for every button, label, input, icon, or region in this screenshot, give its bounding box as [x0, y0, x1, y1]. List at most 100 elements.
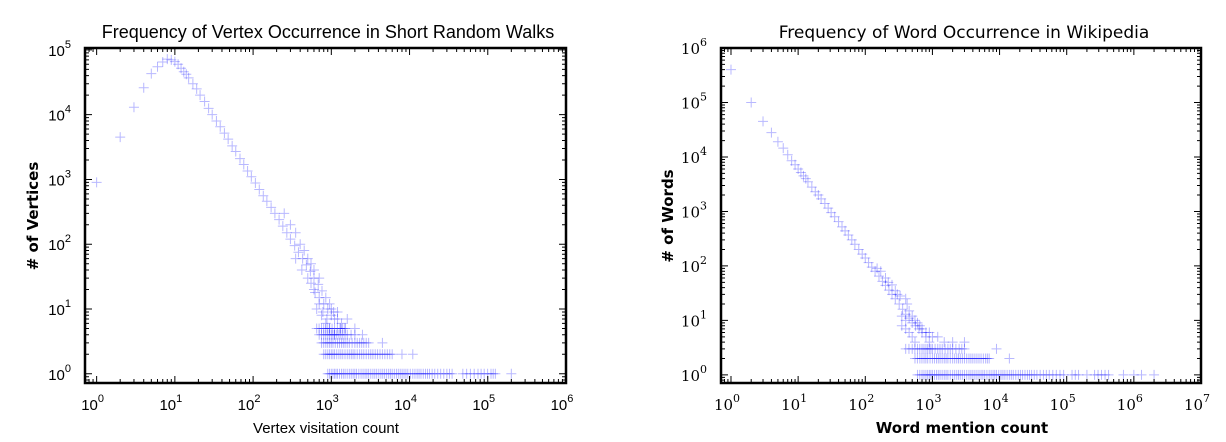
data-point	[326, 349, 337, 360]
data-point	[393, 368, 404, 379]
data-point	[922, 369, 933, 380]
data-point	[920, 343, 931, 354]
data-point	[973, 369, 984, 380]
data-point	[397, 368, 408, 379]
data-point	[973, 353, 984, 364]
data-point	[1044, 369, 1055, 380]
data-point	[836, 221, 847, 232]
data-point	[900, 343, 911, 354]
data-point	[387, 349, 398, 360]
data-point	[242, 166, 253, 177]
data-point	[295, 239, 306, 250]
data-point	[967, 369, 978, 380]
data-point	[912, 317, 923, 328]
data-point	[931, 369, 942, 380]
data-point	[941, 369, 952, 380]
data-point	[299, 245, 310, 256]
data-point	[935, 369, 946, 380]
data-point	[162, 54, 173, 65]
data-point	[346, 349, 357, 360]
data-point	[949, 369, 960, 380]
data-point	[279, 208, 290, 219]
data-point	[924, 369, 935, 380]
data-point	[989, 369, 1000, 380]
data-point	[254, 184, 265, 195]
x-axis-label: Word mention count	[876, 419, 1048, 437]
data-point	[999, 369, 1010, 380]
data-point	[302, 273, 313, 284]
data-point	[335, 323, 346, 334]
data-point	[360, 368, 371, 379]
data-point	[336, 337, 347, 348]
data-point	[961, 353, 972, 364]
data-point	[917, 327, 928, 338]
data-point	[937, 343, 948, 354]
data-point	[418, 368, 429, 379]
plot-area: 100 101 102 103 104 105 106 107 100 101 102 103 104 1…	[681, 36, 1210, 414]
data-point	[338, 368, 349, 379]
data-point	[329, 349, 340, 360]
data-point	[407, 368, 418, 379]
data-point	[349, 329, 360, 340]
data-point	[329, 314, 340, 325]
data-point	[313, 279, 324, 290]
y-tick-label: 102	[48, 233, 71, 254]
x-tick-label: 104	[983, 392, 1009, 414]
data-point	[890, 285, 901, 296]
data-point	[314, 273, 325, 284]
data-point	[823, 203, 834, 214]
data-point	[396, 349, 407, 360]
data-point	[335, 349, 346, 360]
data-point	[146, 68, 157, 79]
y-tick-label: 100	[681, 363, 707, 385]
data-point	[919, 353, 930, 364]
data-point	[991, 369, 1002, 380]
data-point	[917, 343, 928, 354]
data-point	[346, 368, 357, 379]
data-point	[293, 247, 304, 258]
data-point	[924, 327, 935, 338]
data-point	[963, 369, 974, 380]
data-point	[984, 353, 995, 364]
data-point	[320, 337, 331, 348]
data-point	[329, 329, 340, 340]
data-point	[1029, 369, 1040, 380]
data-point	[957, 369, 968, 380]
data-point	[382, 349, 393, 360]
data-point	[234, 153, 245, 164]
data-point	[930, 343, 941, 354]
data-point	[438, 368, 449, 379]
data-point	[798, 170, 809, 181]
data-point	[967, 353, 978, 364]
data-point	[909, 343, 920, 354]
data-point	[219, 128, 230, 139]
data-point	[322, 329, 333, 340]
data-point	[978, 353, 989, 364]
data-point	[1136, 369, 1147, 380]
data-point	[914, 369, 925, 380]
data-point	[207, 109, 218, 120]
data-point	[181, 69, 192, 80]
data-point	[338, 337, 349, 348]
data-point	[977, 369, 988, 380]
data-point	[1081, 369, 1092, 380]
data-point	[931, 353, 942, 364]
data-point	[920, 327, 931, 338]
data-point	[900, 323, 911, 334]
data-point	[900, 309, 911, 320]
x-axis-label: Vertex visitation count	[253, 420, 400, 437]
data-point	[924, 343, 935, 354]
data-point	[332, 337, 343, 348]
data-points	[91, 54, 517, 379]
data-point	[281, 227, 292, 238]
data-point	[337, 329, 348, 340]
data-point	[933, 353, 944, 364]
data-point	[329, 368, 340, 379]
data-point	[432, 368, 443, 379]
plot-frame	[719, 46, 1203, 385]
data-point	[945, 343, 956, 354]
data-point	[894, 299, 905, 310]
data-point	[995, 369, 1006, 380]
data-point	[340, 349, 351, 360]
data-point	[157, 57, 168, 68]
